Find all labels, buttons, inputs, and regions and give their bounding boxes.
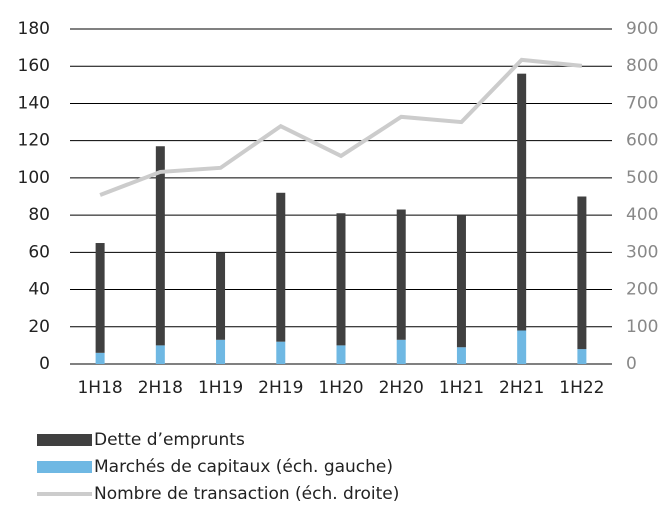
x-tick-label: 2H20 — [379, 378, 424, 398]
bar — [456, 215, 466, 348]
bar — [456, 347, 466, 364]
bar — [336, 345, 346, 364]
x-tick-label: 1H19 — [198, 378, 243, 398]
y-tick-label: 0 — [39, 354, 50, 374]
y-tick-label: 40 — [28, 280, 50, 300]
y-tick-label: 20 — [28, 317, 50, 337]
y2-tick-label: 0 — [626, 354, 637, 374]
legend-marker — [37, 434, 92, 446]
y-tick-label: 140 — [18, 93, 50, 113]
bar — [396, 339, 406, 364]
legend-label: Marchés de capitaux (éch. gauche) — [94, 457, 393, 477]
y-tick-label: 80 — [28, 205, 50, 225]
y-tick-label: 160 — [18, 56, 50, 76]
x-tick-label: 2H19 — [258, 378, 303, 398]
bar — [276, 341, 286, 364]
bar — [577, 196, 587, 350]
y2-tick-label: 100 — [626, 317, 658, 337]
y-tick-label: 100 — [18, 168, 50, 188]
x-tick-label: 1H20 — [318, 378, 363, 398]
bar — [276, 192, 286, 342]
legend-marker — [37, 461, 92, 473]
y2-tick-label: 900 — [626, 19, 658, 39]
x-tick-label: 1H22 — [559, 378, 604, 398]
y2-tick-label: 300 — [626, 242, 658, 262]
bar — [517, 73, 527, 331]
y2-tick-label: 400 — [626, 205, 658, 225]
y-tick-label: 180 — [18, 19, 50, 39]
x-tick-label: 1H21 — [439, 378, 484, 398]
x-tick-label: 2H21 — [499, 378, 544, 398]
legend-label: Nombre de transaction (éch. droite) — [94, 484, 399, 504]
y2-tick-label: 700 — [626, 93, 658, 113]
y2-tick-label: 200 — [626, 280, 658, 300]
y-tick-label: 120 — [18, 131, 50, 151]
line — [99, 57, 583, 197]
bar — [216, 252, 226, 340]
bar — [155, 146, 165, 346]
x-tick-label: 2H18 — [138, 378, 183, 398]
y-tick-label: 60 — [28, 242, 50, 262]
bar — [95, 352, 105, 364]
legend-label: Dette d’emprunts — [94, 430, 245, 450]
bar — [517, 330, 527, 364]
bar — [95, 243, 105, 353]
bar — [216, 339, 226, 364]
y2-tick-label: 800 — [626, 56, 658, 76]
y2-tick-label: 600 — [626, 131, 658, 151]
y2-tick-label: 500 — [626, 168, 658, 188]
bar — [336, 213, 346, 346]
x-tick-label: 1H18 — [77, 378, 122, 398]
bar — [396, 209, 406, 340]
bar — [155, 345, 165, 364]
bar — [577, 349, 587, 364]
